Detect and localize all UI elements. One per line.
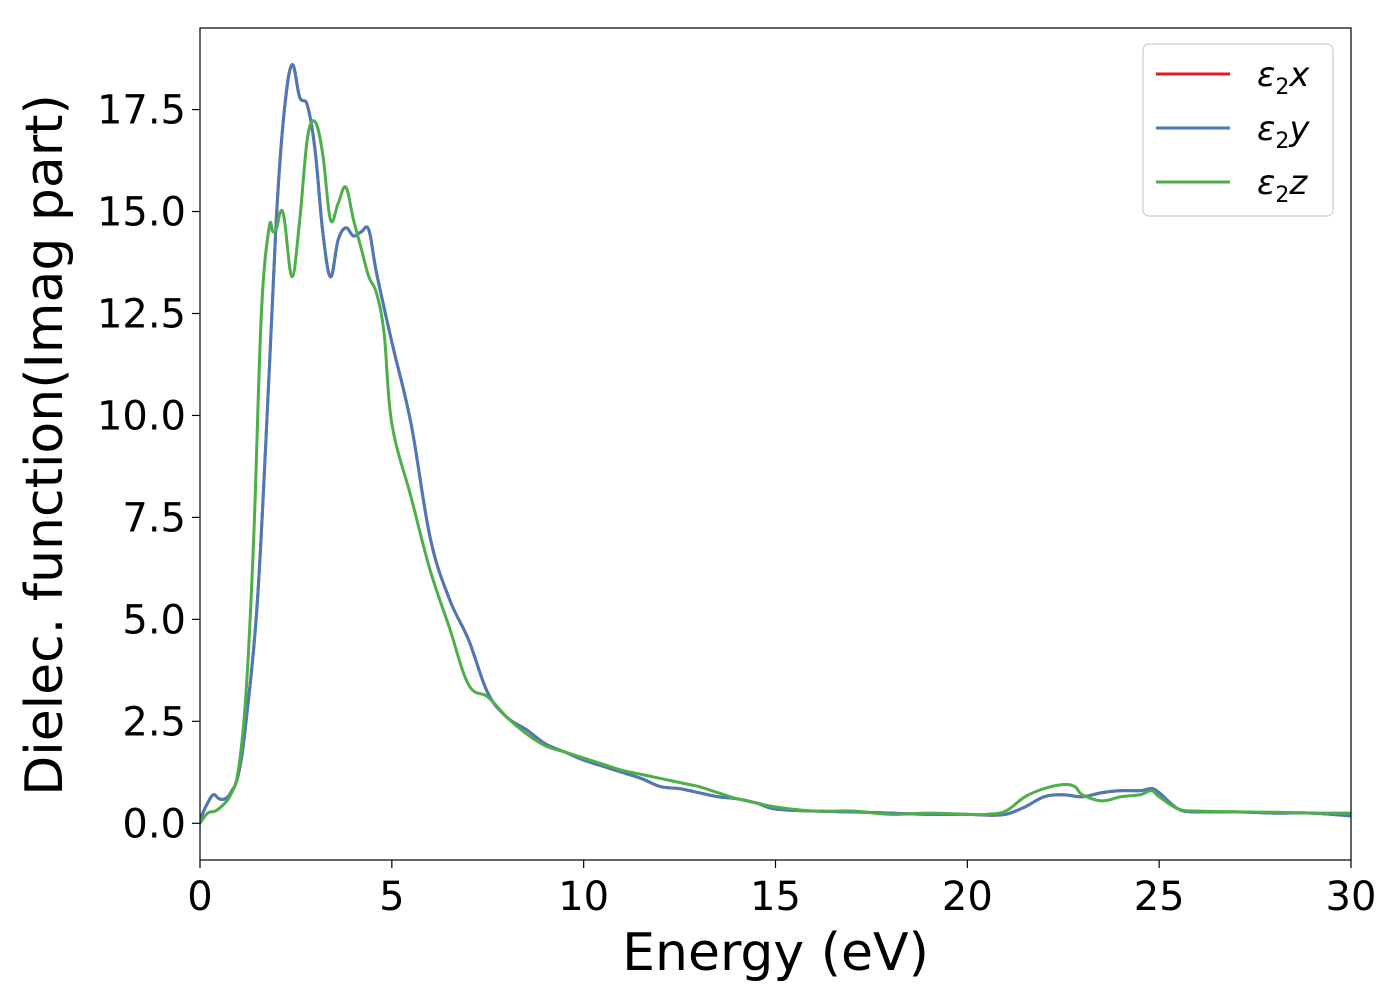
x-tick-label: 10 [558,874,609,920]
x-tick-label: 20 [942,874,993,920]
legend-box [1142,43,1334,217]
y-tick-label: 17.5 [97,88,186,134]
x-tick-label: 0 [187,874,212,920]
y-tick-label: 0.0 [122,801,186,847]
y-tick-label: 10.0 [97,393,186,439]
y-axis-label: Dielec. function(Imag part) [15,94,75,796]
legend-label-x: ε2x [1257,55,1310,100]
x-axis: 0 5 10 15 20 25 30 [187,860,1376,920]
legend-label-z: ε2z [1257,163,1308,208]
legend-label-y: ε2y [1257,109,1310,154]
x-tick-label: 25 [1134,874,1185,920]
series-line-y [200,63,1351,821]
y-axis: 0.0 2.5 5.0 7.5 10.0 12.5 15.0 17.5 [97,88,200,847]
legend: ε2x ε2y ε2z [1142,43,1334,217]
y-tick-label: 2.5 [122,699,186,745]
y-tick-label: 12.5 [97,291,186,337]
x-tick-label: 15 [750,874,801,920]
series-line-z [200,119,1351,825]
y-tick-label: 5.0 [122,597,186,643]
x-tick-label: 5 [379,874,404,920]
series-layer [200,63,1351,825]
x-axis-label: Energy (eV) [622,923,929,983]
y-tick-label: 15.0 [97,190,186,236]
y-tick-label: 7.5 [122,495,186,541]
x-tick-label: 30 [1326,874,1377,920]
